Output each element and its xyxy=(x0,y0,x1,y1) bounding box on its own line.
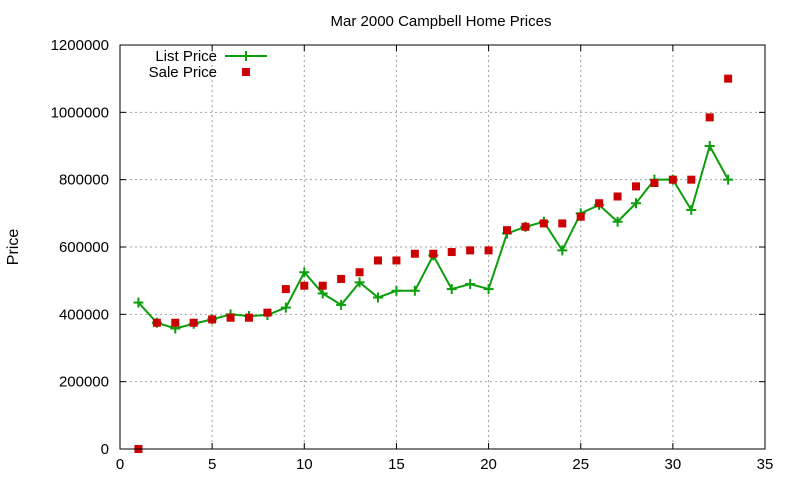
list-price-point xyxy=(373,292,383,303)
list-price-point xyxy=(133,297,144,308)
x-tick-label: 10 xyxy=(296,456,313,473)
sale-price-point xyxy=(466,246,475,255)
sale-price-point xyxy=(447,248,456,257)
sale-price-point xyxy=(374,256,382,265)
y-tick-label: 800000 xyxy=(59,172,109,189)
sale-price-point xyxy=(300,281,309,290)
sale-price-point xyxy=(595,199,604,208)
x-tick-label: 25 xyxy=(572,456,589,473)
x-tick-label: 30 xyxy=(665,456,682,473)
y-tick-label: 1000000 xyxy=(51,104,109,121)
list-price-point xyxy=(336,299,347,310)
list-price-line xyxy=(137,143,730,330)
y-tick-label: 0 xyxy=(101,441,109,458)
sale-price-point xyxy=(337,274,346,283)
list-price-point xyxy=(391,285,402,296)
list-price-point xyxy=(354,277,365,288)
sale-price-legend-marker xyxy=(242,68,250,76)
list-price-legend-marker xyxy=(241,51,251,61)
list-price-point xyxy=(317,288,328,299)
sale-price-point xyxy=(410,249,419,258)
sale-price-point xyxy=(558,219,567,228)
y-tick-label: 200000 xyxy=(59,374,109,391)
y-axis-label: Price xyxy=(5,229,22,266)
sale-price-point xyxy=(245,313,253,322)
sale-price-point xyxy=(503,226,511,235)
axis-ticks: 0 200000 400000 600000 800000 1000000 1200000 0… xyxy=(51,37,774,473)
data-series xyxy=(133,74,734,453)
sale-price-point xyxy=(668,175,677,184)
sale-price-point xyxy=(226,313,235,322)
sale-price-point xyxy=(281,285,290,294)
list-price-point xyxy=(612,216,623,227)
list-price-point xyxy=(409,285,420,296)
sale-price-point xyxy=(484,246,493,255)
list-price-legend-label: List Price xyxy=(155,48,217,65)
list-price-point xyxy=(446,284,457,295)
sale-price-point xyxy=(613,192,622,201)
sale-price-point xyxy=(152,318,161,327)
grid-lines xyxy=(120,45,765,449)
list-price-point xyxy=(557,245,568,256)
sale-price-point xyxy=(539,219,548,228)
x-tick-label: 20 xyxy=(480,456,497,473)
x-tick-label: 15 xyxy=(388,456,405,473)
y-tick-label: 600000 xyxy=(59,239,109,256)
list-price-point xyxy=(483,284,494,295)
list-price-point xyxy=(299,267,310,278)
sale-price-point xyxy=(632,182,640,191)
sale-price-point xyxy=(429,249,438,258)
sale-price-point xyxy=(318,281,327,290)
y-tick-label: 1200000 xyxy=(51,37,109,54)
sale-price-point xyxy=(576,212,585,221)
list-price-point xyxy=(631,198,641,209)
list-price-point xyxy=(465,279,476,290)
y-tick-label: 400000 xyxy=(59,306,109,323)
chart-title: Mar 2000 Campbell Home Prices xyxy=(331,13,552,30)
x-tick-label: 0 xyxy=(116,456,124,473)
sale-price-point xyxy=(189,318,198,327)
x-tick-label: 35 xyxy=(757,456,774,473)
sale-price-point xyxy=(650,179,659,188)
sale-price-point xyxy=(171,318,180,327)
sale-price-point xyxy=(208,315,217,324)
sale-price-point xyxy=(687,175,696,184)
list-price-point xyxy=(280,302,291,313)
sale-price-point xyxy=(392,256,401,265)
list-price-point xyxy=(723,174,734,185)
sale-price-point xyxy=(263,308,272,317)
sale-price-point xyxy=(724,74,733,83)
sale-price-point xyxy=(521,222,530,231)
sale-price-point xyxy=(705,113,714,122)
sale-price-point xyxy=(355,268,364,277)
sale-price-legend-label: Sale Price xyxy=(149,64,217,81)
list-price-point xyxy=(686,204,697,215)
list-price-point xyxy=(704,141,715,151)
x-tick-label: 5 xyxy=(208,456,216,473)
plot-frame xyxy=(119,44,766,450)
